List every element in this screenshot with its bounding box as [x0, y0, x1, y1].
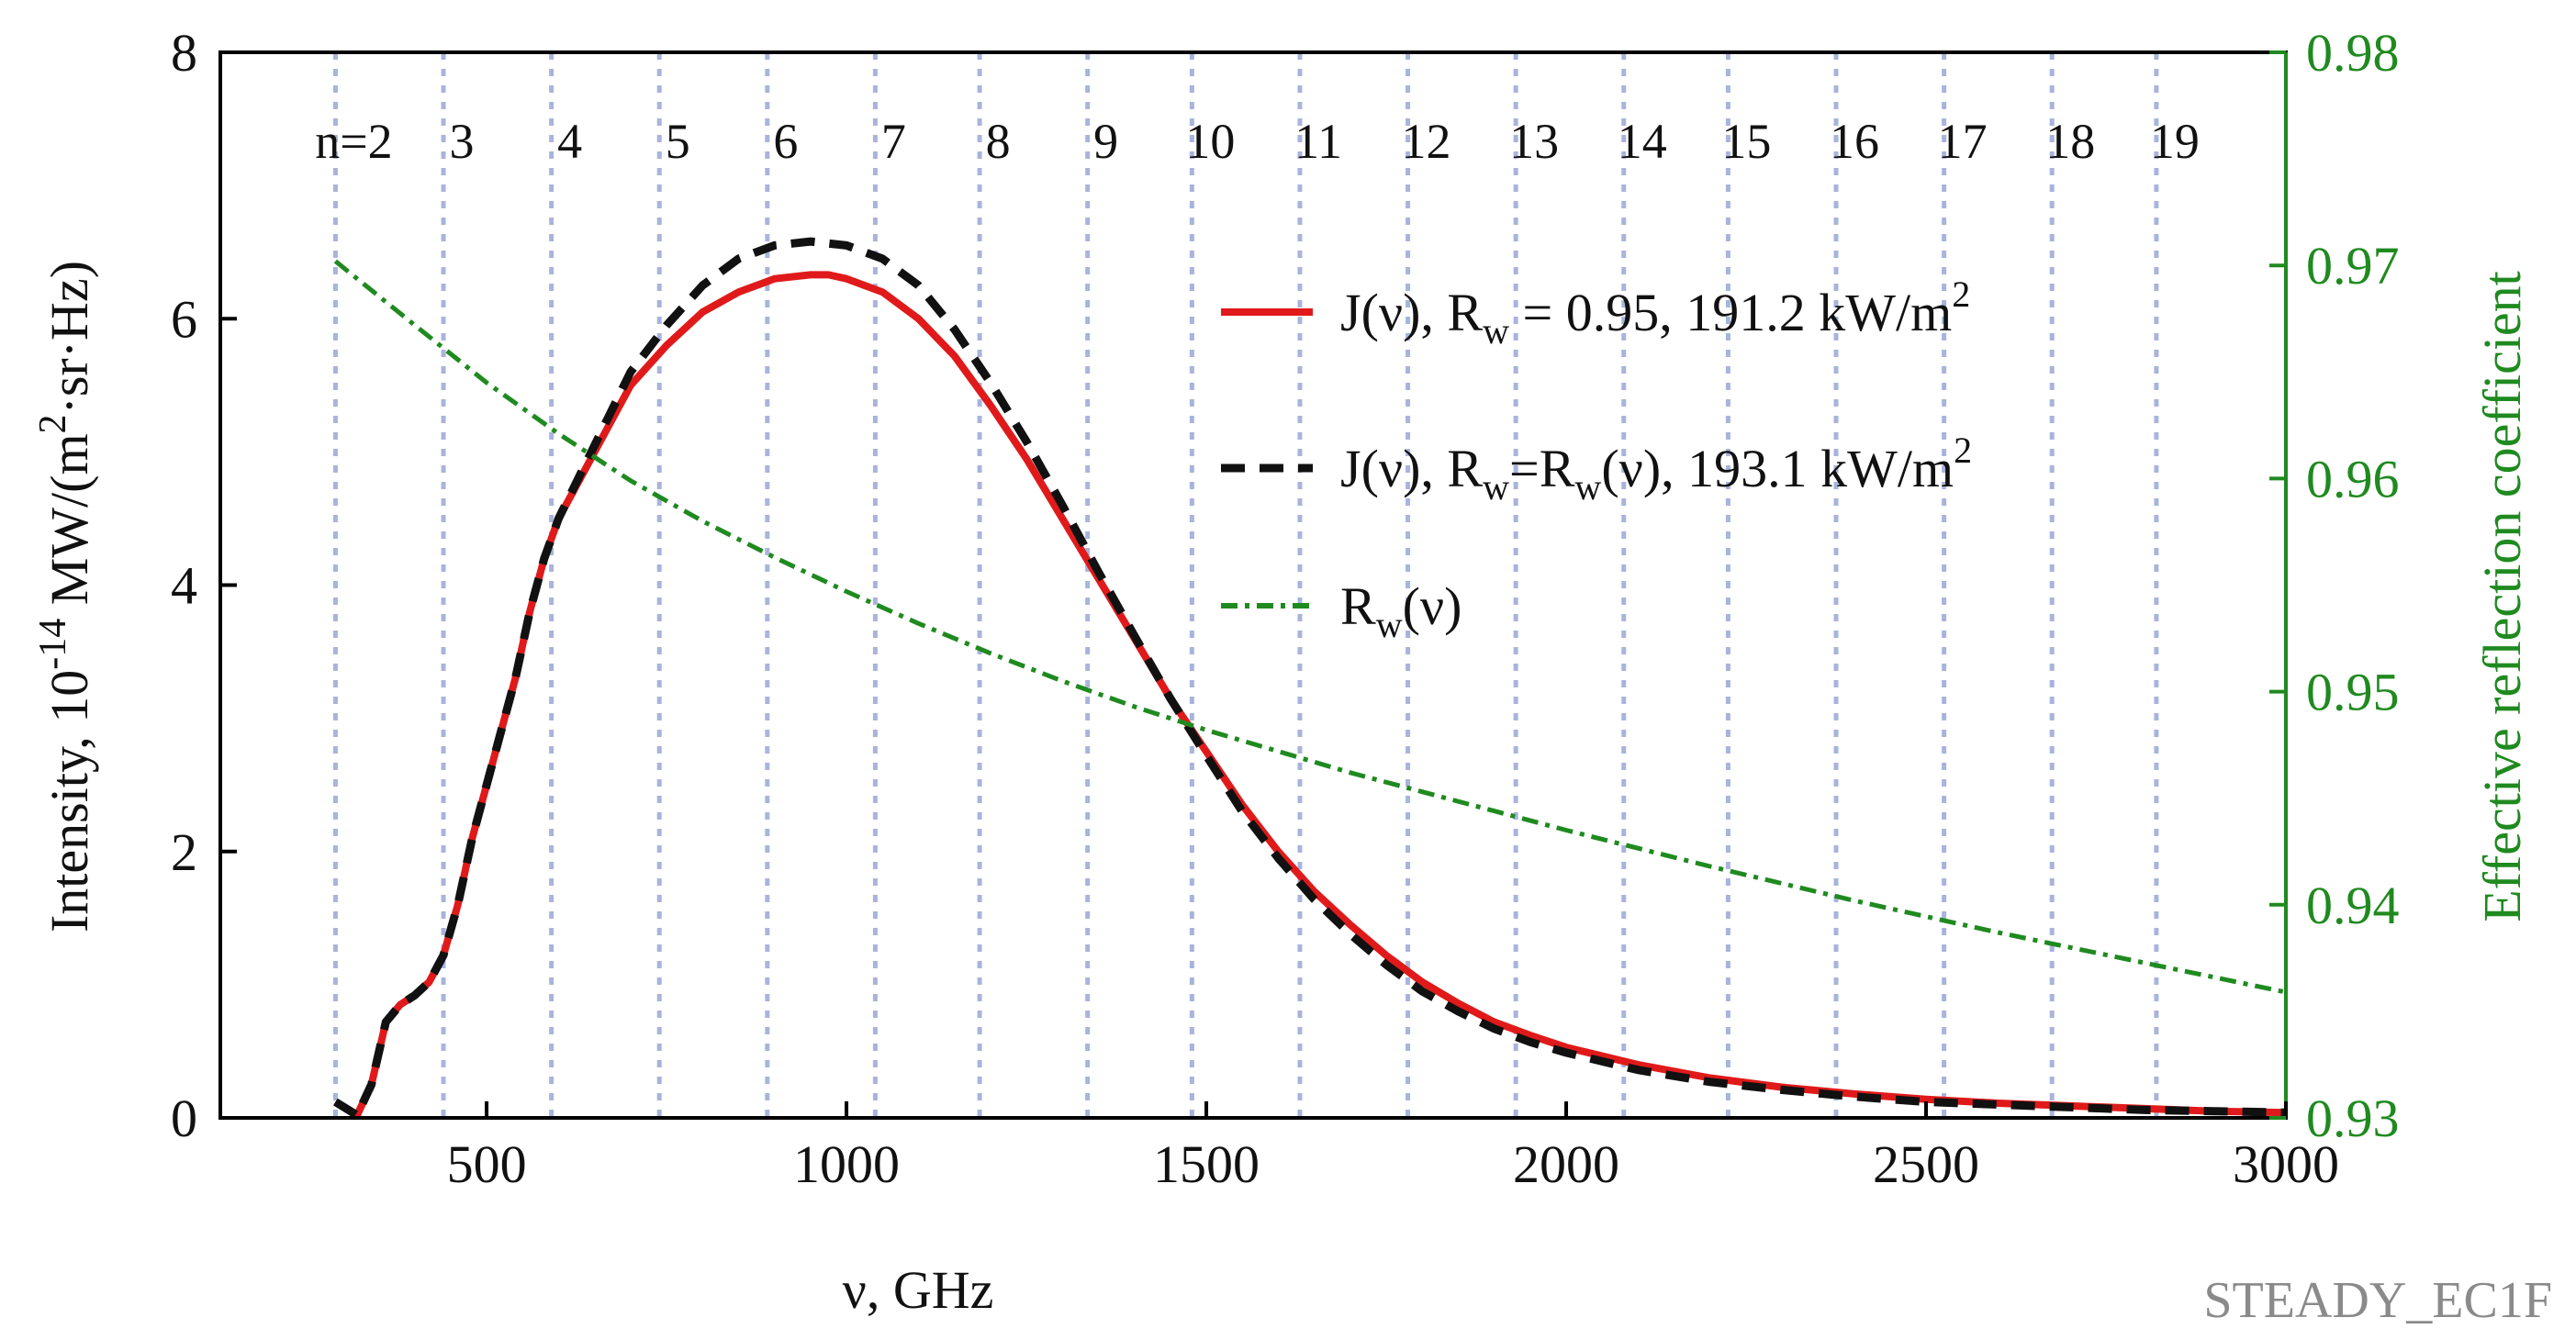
watermark: STEADY_EC1F	[2203, 1272, 2552, 1329]
harmonic-label: 12	[1402, 114, 1451, 169]
harmonic-label: 5	[666, 114, 690, 169]
harmonic-label: 19	[2150, 114, 2200, 169]
y-tick-label: 6	[171, 289, 197, 349]
harmonic-label: 15	[1721, 114, 1771, 169]
y-tick-label: 2	[171, 822, 197, 882]
axis-ticks: 500 1000 1500 2000 2500 3000 0 2 4 6 8 0.93 0.94 0.95…	[171, 23, 2400, 1194]
harmonic-label: 4	[557, 114, 582, 169]
x-axis-label: ν, GHz	[843, 1260, 994, 1320]
harmonic-label: 14	[1618, 114, 1667, 169]
x-tick-label: 500	[447, 1134, 527, 1194]
harmonic-label: 18	[2045, 114, 2095, 169]
harmonic-label: 6	[773, 114, 798, 169]
harmonic-label: 7	[881, 114, 906, 169]
y-tick-label: 8	[171, 23, 197, 83]
series-line-3	[333, 259, 2287, 995]
legend: J(ν), Rw = 0.95, 191.2 kW/m2 J(ν), Rw=Rw…	[1221, 274, 1972, 645]
x-tick-label: 2000	[1513, 1134, 1619, 1194]
x-tick-label: 2500	[1873, 1134, 1979, 1194]
harmonic-labels: n=2 3 4 5 6 7 8 9 10 11 12 13 14 15 16 17 18 19	[315, 114, 2200, 169]
x-tick-label: 1500	[1153, 1134, 1260, 1194]
plot-frame	[218, 50, 2288, 1120]
legend-entry-3: Rw(ν)	[1340, 576, 1462, 645]
harmonic-label: 17	[1938, 114, 1988, 169]
y-right-tick-label: 0.97	[2306, 236, 2400, 296]
y-right-tick-label: 0.98	[2306, 23, 2400, 83]
x-tick-label: 1000	[793, 1134, 900, 1194]
harmonic-label: 3	[450, 114, 475, 169]
harmonic-label: n=2	[315, 114, 392, 169]
series-line-1	[333, 271, 2287, 1120]
y-right-tick-label: 0.96	[2306, 449, 2400, 508]
harmonic-label: 13	[1509, 114, 1559, 169]
series-line-2	[333, 237, 2287, 1120]
x-tick-label: 3000	[2233, 1134, 2339, 1194]
harmonic-label: 8	[986, 114, 1011, 169]
y-tick-label: 0	[171, 1089, 197, 1148]
y-tick-label: 4	[171, 556, 197, 616]
y-right-tick-label: 0.95	[2306, 663, 2400, 722]
harmonic-lines	[332, 52, 2159, 1118]
legend-entry-1: J(ν), Rw = 0.95, 191.2 kW/m2	[1340, 274, 1970, 352]
legend-entry-2: J(ν), Rw=Rw(ν), 193.1 kW/m2	[1340, 430, 1972, 508]
series-layer	[333, 237, 2287, 1120]
harmonic-label: 9	[1093, 114, 1118, 169]
y-right-tick-label: 0.93	[2306, 1089, 2400, 1148]
harmonic-label: 16	[1830, 114, 1879, 169]
harmonic-label: 11	[1294, 114, 1342, 169]
harmonic-label: 10	[1185, 114, 1235, 169]
y-right-tick-label: 0.94	[2306, 876, 2400, 935]
y-axis-label: Intensity, 10-14 MW/(m2·sr·Hz)	[32, 261, 99, 932]
right-axis-label: Effective reflection coefficient	[2472, 271, 2532, 922]
